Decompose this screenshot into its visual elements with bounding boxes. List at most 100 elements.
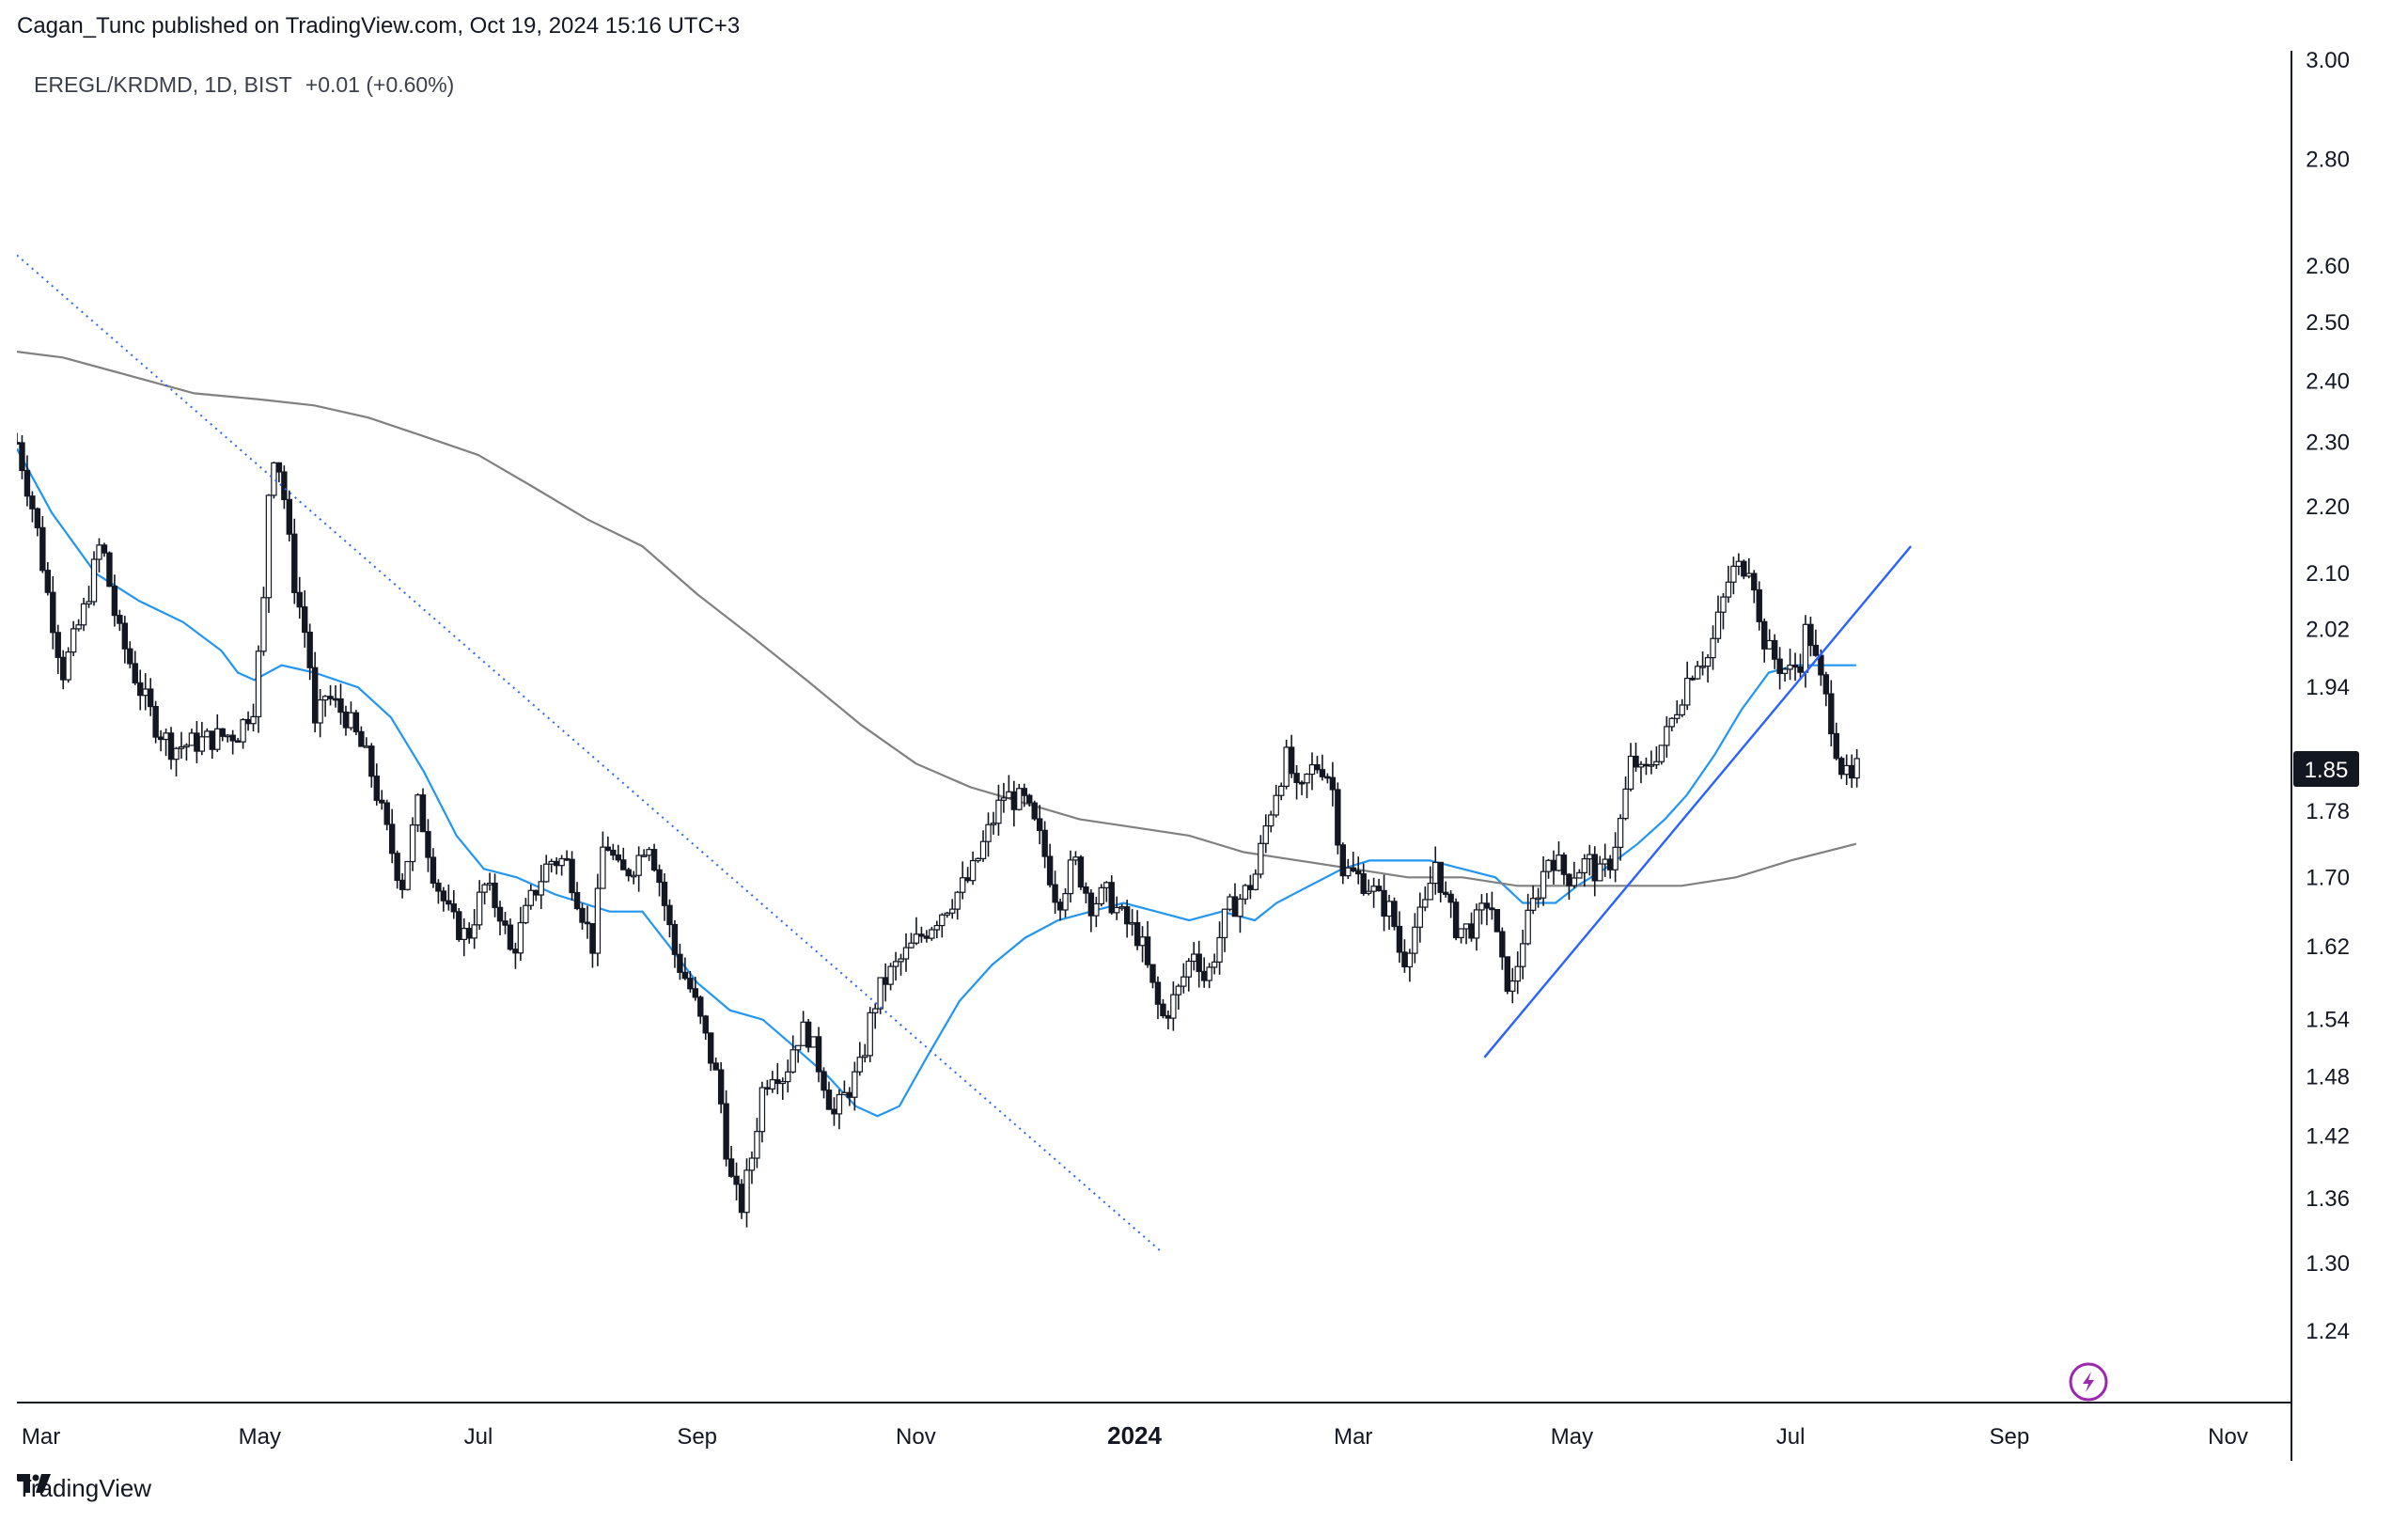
candle: [902, 933, 910, 972]
candle: [600, 831, 606, 889]
candle: [132, 651, 138, 685]
candle: [1591, 846, 1598, 897]
candle: [502, 912, 508, 934]
candle: [1252, 869, 1259, 891]
candle: [234, 737, 242, 744]
candle: [810, 1036, 817, 1048]
candle: [311, 651, 319, 733]
candle: [75, 619, 82, 632]
candle: [717, 1061, 725, 1114]
candle: [1843, 754, 1850, 786]
trendlines[interactable]: [17, 254, 1913, 1253]
candle: [250, 703, 257, 732]
candle: [101, 542, 108, 557]
chart-area[interactable]: 3.00 2.80 2.60 2.50 2.40 2.30 2.20 2.10 2.02 1.94…: [17, 51, 2408, 1461]
x-tick-label: Jul: [464, 1424, 493, 1450]
candle: [106, 551, 113, 588]
candle: [517, 906, 524, 962]
candle: [1462, 923, 1470, 945]
candle: [1720, 593, 1727, 630]
candle: [856, 1042, 863, 1076]
candle: [748, 1151, 756, 1184]
candle: [1787, 648, 1793, 681]
y-tick-label: 2.80: [2306, 148, 2350, 173]
candle: [219, 728, 226, 742]
symbol-legend[interactable]: EREGL/KRDMD, 1D, BIST +0.01 (+0.60%): [34, 72, 454, 97]
candle: [1412, 913, 1418, 964]
candle: [1123, 900, 1131, 938]
candle: [163, 728, 169, 757]
candle: [569, 851, 575, 901]
candle: [969, 851, 977, 886]
candle: [579, 902, 586, 931]
candle: [1277, 782, 1285, 801]
candle: [1535, 887, 1541, 908]
candle: [471, 909, 477, 949]
y-tick-label: 2.40: [2306, 369, 2350, 395]
candle: [19, 434, 25, 479]
candle: [1242, 884, 1249, 905]
candle: [543, 855, 550, 883]
candle: [1329, 761, 1337, 807]
candle: [1853, 749, 1860, 788]
candle: [831, 1097, 837, 1126]
candle: [23, 455, 31, 507]
author-name[interactable]: Cagan_Tunc: [17, 13, 146, 39]
y-tick-label: 2.60: [2306, 254, 2350, 279]
candle: [1540, 855, 1547, 906]
lightning-icon[interactable]: [2069, 1362, 2108, 1402]
candle: [481, 882, 488, 905]
candle: [1206, 963, 1212, 989]
candle: [1741, 559, 1747, 580]
candle: [1822, 671, 1830, 707]
candle: [1489, 891, 1495, 920]
candle: [1385, 894, 1393, 930]
candle: [1730, 557, 1737, 595]
candle: [1077, 855, 1085, 890]
candle: [1525, 893, 1531, 946]
x-tick-label: May: [239, 1424, 281, 1450]
candle: [1175, 983, 1182, 1010]
candle: [1781, 666, 1789, 682]
candle: [1756, 581, 1762, 631]
ascending-trendline[interactable]: [1483, 545, 1913, 1058]
candle: [692, 977, 699, 1001]
candle: [979, 830, 987, 862]
candle: [80, 597, 87, 632]
candle: [1221, 908, 1228, 952]
tradingview-logo-icon: [17, 1474, 51, 1493]
candle: [1196, 940, 1202, 988]
candle: [1751, 570, 1758, 604]
tradingview-footer[interactable]: TradingView: [17, 1474, 151, 1503]
candle: [846, 1087, 853, 1106]
candle: [373, 763, 380, 806]
candle: [1694, 661, 1701, 681]
candle: [461, 917, 467, 957]
candle: [1181, 963, 1187, 994]
candle: [774, 1062, 781, 1094]
candle: [1098, 884, 1105, 907]
candle: [949, 899, 956, 919]
candle: [841, 1080, 848, 1096]
publish-header: Cagan_Tunc published on TradingView.com,…: [17, 13, 740, 39]
long-ma-line[interactable]: [17, 351, 1857, 887]
descending-trendline[interactable]: [17, 254, 1163, 1253]
candle: [1576, 869, 1583, 879]
candle: [573, 882, 581, 911]
candle: [681, 957, 689, 980]
candle: [358, 726, 365, 747]
candle: [1704, 653, 1712, 682]
candle: [137, 669, 144, 711]
candle: [1283, 739, 1290, 790]
candle: [209, 730, 215, 760]
candle: [271, 462, 277, 499]
candle: [1468, 912, 1475, 942]
candle: [1227, 893, 1233, 912]
price-chart[interactable]: 3.00 2.80 2.60 2.50 2.40 2.30 2.20 2.10 2.02 1.94…: [17, 51, 2408, 1461]
candle: [275, 462, 283, 483]
candle: [425, 819, 431, 872]
y-tick-label: 2.30: [2306, 431, 2350, 456]
candle: [456, 907, 462, 942]
candle: [1365, 879, 1372, 896]
candle: [229, 729, 236, 755]
